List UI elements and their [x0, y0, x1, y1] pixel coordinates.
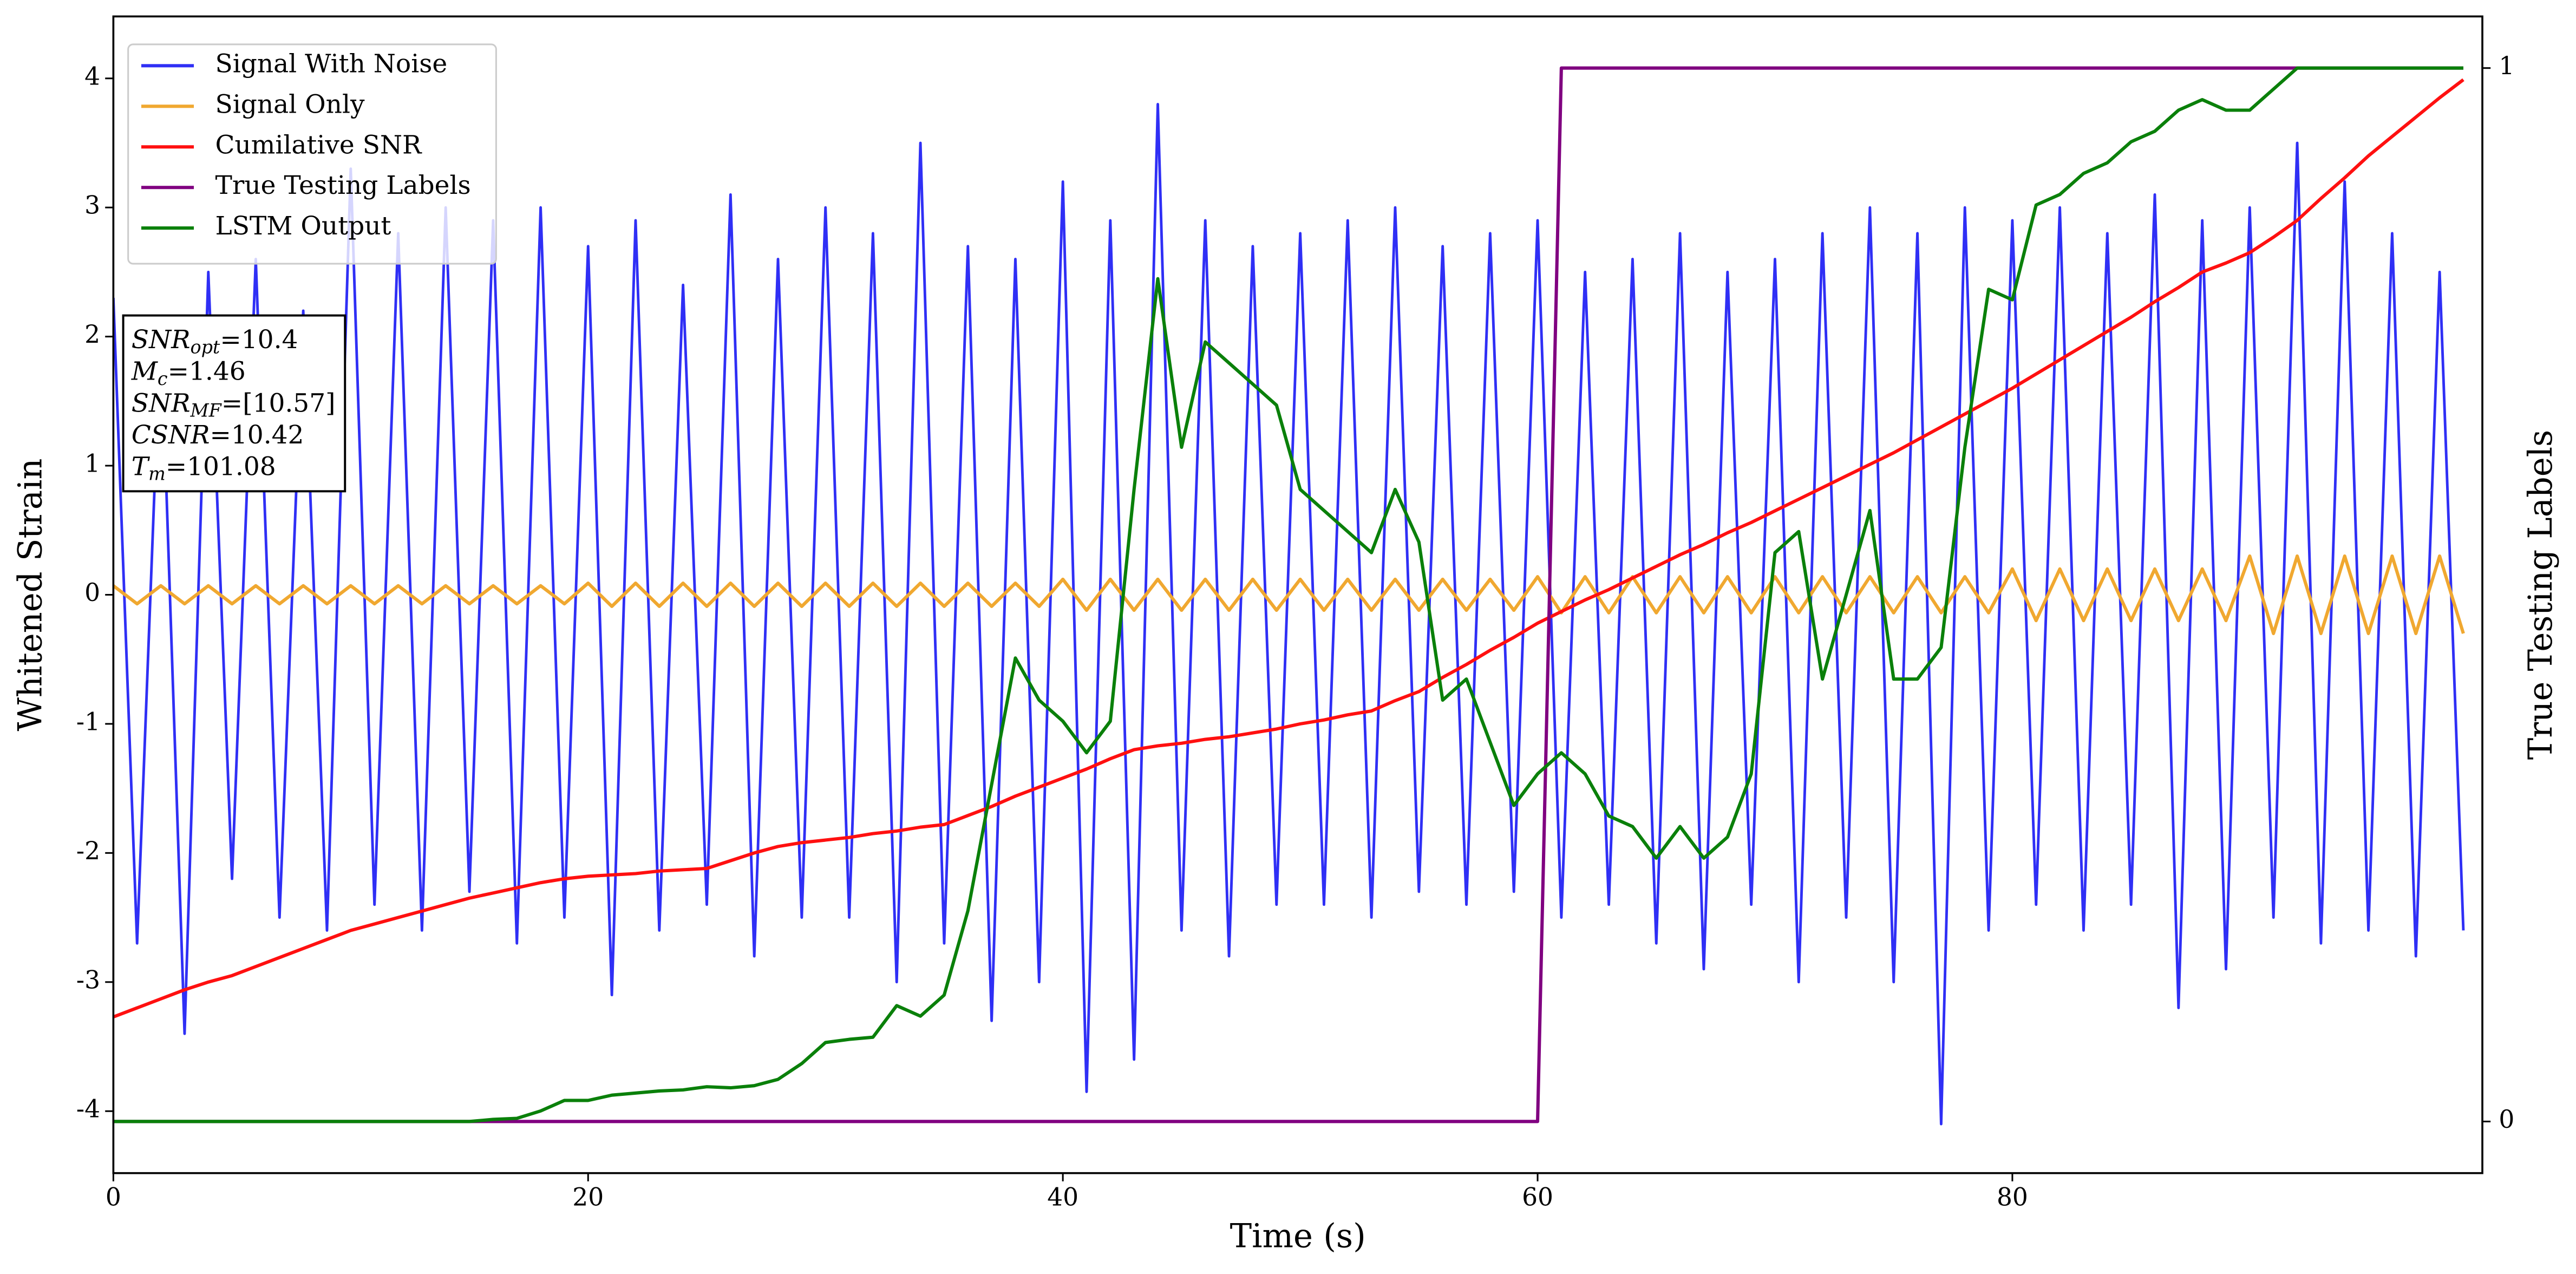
y-tick-label: 4 — [84, 62, 100, 90]
series-line — [113, 554, 2465, 636]
legend-label: Signal Only — [215, 89, 365, 119]
x-tick-label: 20 — [572, 1183, 604, 1212]
y-tick-label: -4 — [76, 1095, 100, 1123]
legend-label: True Testing Labels — [215, 171, 471, 200]
x-tick-label: 60 — [1522, 1183, 1553, 1212]
y-tick-label: 1 — [84, 449, 100, 478]
y-tick-label: -3 — [76, 965, 100, 994]
annotation-subscript: MF — [190, 400, 223, 421]
annotation-subscript: c — [158, 368, 168, 389]
legend-label: Cumilative SNR — [215, 130, 423, 160]
y-tick-label: 3 — [84, 191, 100, 220]
annotation-text: =101.08 — [166, 452, 276, 481]
x-tick-label: 80 — [1997, 1183, 2028, 1212]
series-line — [113, 103, 2465, 1126]
annotation-line: Tm=101.08 — [132, 452, 276, 484]
annotation-symbol: T — [132, 452, 151, 481]
x-tick-label: 0 — [106, 1183, 121, 1212]
annotation-text: =10.42 — [210, 420, 304, 450]
annotation-text: =[10.57] — [221, 388, 336, 418]
y2-tick-label: 1 — [2499, 51, 2514, 80]
y-tick-label: 2 — [84, 320, 100, 349]
y-tick-label: -2 — [76, 837, 100, 865]
annotation-line: CSNR=10.42 — [132, 420, 304, 450]
series-line — [113, 66, 2463, 1123]
y-axis-label: Whitened Strain — [11, 459, 49, 731]
plot-area — [113, 66, 2465, 1126]
legend-label: Signal With Noise — [215, 49, 448, 79]
y-tick-label: 0 — [84, 578, 100, 607]
legend-box — [127, 43, 497, 265]
annotation-symbol: SNR — [132, 388, 191, 418]
annotation-line: SNRMF=[10.57] — [132, 388, 336, 421]
x-tick-label: 40 — [1047, 1183, 1078, 1212]
annotation-subscript: opt — [191, 336, 220, 357]
annotation-symbol: M — [131, 357, 159, 387]
annotation-line: Mc=1.46 — [131, 357, 246, 389]
annotation-text: =1.46 — [168, 357, 246, 387]
y-tick-label: -1 — [76, 707, 100, 736]
annotation-symbol: CSNR — [132, 420, 210, 450]
annotation-subscript: m — [148, 463, 166, 485]
y2-tick-label: 0 — [2499, 1105, 2514, 1134]
x-axis-label: Time (s) — [1230, 1218, 1366, 1256]
annotation-text: =10.4 — [220, 325, 298, 355]
annotation-line: SNRopt=10.4 — [132, 325, 298, 357]
legend-label: LSTM Output — [215, 211, 391, 241]
annotation-box — [122, 314, 346, 493]
annotation-symbol: SNR — [132, 325, 191, 355]
y2-axis-label: True Testing Labels — [2522, 430, 2560, 760]
series-line — [113, 78, 2464, 1019]
series-line — [113, 66, 2463, 1123]
